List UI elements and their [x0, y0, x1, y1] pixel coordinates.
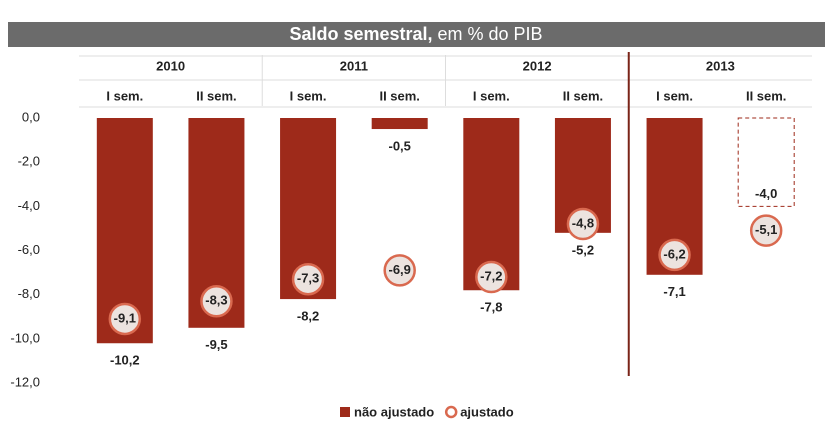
value-label: -7,8	[480, 300, 502, 315]
value-label: -5,2	[572, 242, 594, 257]
group-label: 2010	[156, 58, 185, 73]
value-label: -4,0	[755, 186, 777, 201]
title-bar	[8, 22, 825, 47]
value-label: -5,1	[755, 222, 777, 237]
marker	[291, 262, 325, 296]
value-label: -0,5	[388, 138, 410, 153]
chart-title: Saldo semestral,	[289, 24, 432, 44]
value-label: -7,3	[297, 271, 319, 286]
x-tick-label: I sem.	[106, 88, 143, 103]
group-label: 2011	[340, 58, 368, 73]
y-tick-label: -10,0	[10, 330, 40, 345]
marker	[200, 285, 233, 318]
y-tick-label: -4,0	[18, 198, 40, 213]
group-label: 2012	[523, 58, 552, 73]
x-tick-label: II sem.	[196, 88, 236, 103]
x-tick-label: I sem.	[656, 88, 693, 103]
y-tick-label: -6,0	[18, 242, 40, 257]
value-label: -9,1	[114, 310, 136, 325]
group-label: 2013	[706, 58, 735, 73]
value-label: -6,2	[663, 246, 685, 261]
y-tick-label: -8,0	[18, 286, 40, 301]
marker	[383, 254, 416, 287]
value-label: -8,2	[297, 309, 319, 324]
marker	[566, 207, 600, 241]
y-tick-label: -12,0	[10, 374, 40, 389]
marker	[475, 260, 508, 294]
bar	[737, 117, 795, 207]
chart-title-group: Saldo semestral, em % do PIB	[289, 24, 542, 44]
bar	[371, 118, 428, 130]
legend-label: não ajustado	[354, 404, 434, 419]
value-label: -6,9	[388, 262, 410, 277]
value-label: -10,2	[110, 353, 140, 368]
y-tick-label: -2,0	[18, 154, 40, 169]
value-label: -9,5	[205, 337, 227, 352]
x-tick-label: I sem.	[473, 88, 510, 103]
x-tick-label: II sem.	[746, 88, 786, 103]
legend-label: ajustado	[460, 404, 514, 419]
value-label: -8,3	[205, 293, 227, 308]
x-tick-label: I sem.	[290, 88, 327, 103]
y-tick-label: 0,0	[22, 109, 40, 124]
legend-swatch	[444, 405, 458, 419]
legend-swatch	[340, 407, 350, 417]
marker	[108, 302, 142, 336]
chart-subtitle: em % do PIB	[438, 24, 543, 44]
x-tick-label: II sem.	[379, 88, 419, 103]
marker	[658, 238, 691, 272]
x-tick-label: II sem.	[563, 88, 603, 103]
value-label: -7,1	[663, 284, 685, 299]
marker	[749, 214, 783, 247]
value-label: -7,2	[480, 268, 502, 283]
value-label: -4,8	[572, 215, 594, 230]
